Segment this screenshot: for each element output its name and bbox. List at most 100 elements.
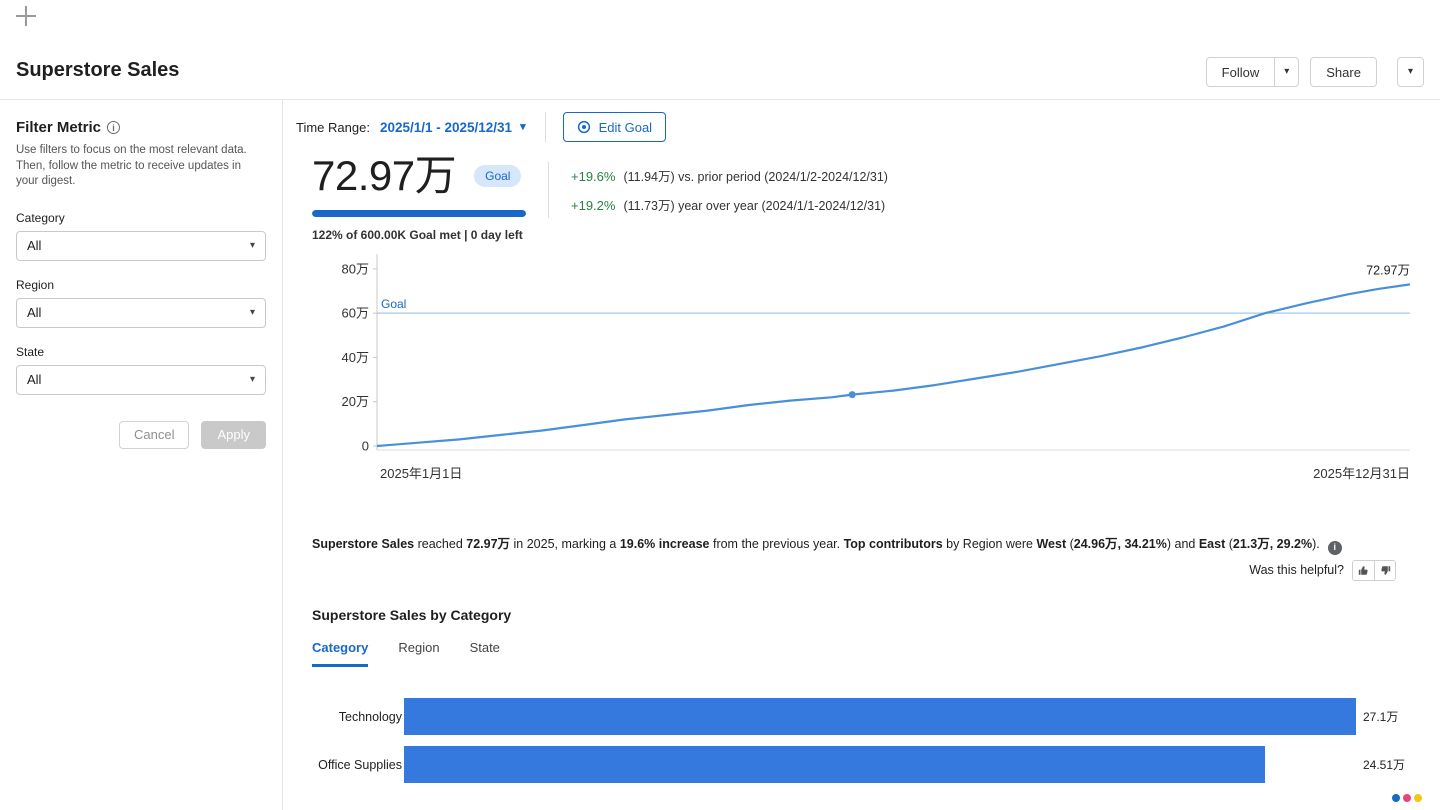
chevron-down-icon: ▾ — [1284, 66, 1290, 77]
cancel-button[interactable]: Cancel — [119, 420, 190, 449]
dot-blue — [1392, 794, 1400, 802]
chevron-down-icon: ▾ — [1407, 66, 1413, 77]
filter-metric-title: Filter Metric i — [16, 119, 266, 136]
insight-text: Superstore Sales reached 72.97万 in 2025,… — [312, 537, 1320, 551]
page-title: Superstore Sales — [16, 59, 180, 81]
filter-label-category: Category — [16, 210, 65, 225]
time-range-value: 2025/1/1 - 2025/12/31 — [379, 119, 513, 135]
delta-value: +19.6% — [571, 169, 616, 184]
breakdown-title: Superstore Sales by Category — [312, 606, 512, 623]
trend-chart-wrap: 80万 60万 40万 20万 0 Goal 72.97万 2025年1月1日 2025年12月… — [312, 248, 1426, 493]
chevron-down-icon: ▾ — [520, 120, 526, 133]
app-header: Superstore Sales Follow ▾ Share ▾ — [0, 0, 1440, 100]
region-select[interactable]: All ▾ — [16, 297, 266, 328]
svg-text:60万: 60万 — [342, 306, 369, 321]
time-range-label: Time Range: — [296, 119, 370, 135]
bar-value-label: 24.51万 — [1363, 758, 1406, 773]
metric-main: Time Range: 2025/1/1 - 2025/12/31 ▾ Edit… — [283, 100, 1440, 810]
info-icon[interactable]: i — [1327, 540, 1342, 555]
bar-track — [404, 698, 1356, 736]
filter-group-state: State All ▾ — [16, 345, 266, 395]
sidebar-actions: Cancel Apply — [16, 420, 266, 449]
filter-description: Use filters to focus on the most relevan… — [16, 144, 247, 188]
share-button[interactable]: Share — [1310, 57, 1377, 87]
info-icon[interactable]: i — [107, 121, 121, 134]
follow-button-group: Follow ▾ — [1205, 57, 1300, 87]
delta-detail: (11.73万) year over year (2024/1/1-2024/1… — [623, 199, 886, 213]
apply-button[interactable]: Apply — [201, 420, 266, 449]
thumbs-down-button[interactable] — [1374, 560, 1395, 580]
comparisons: +19.6% (11.94万) vs. prior period (2024/1… — [571, 154, 888, 242]
svg-text:2025年12月31日: 2025年12月31日 — [1313, 466, 1410, 481]
thumbs-up-icon — [1358, 566, 1368, 575]
metric-value: 72.97万 — [312, 152, 457, 199]
svg-text:Goal: Goal — [381, 297, 406, 311]
filter-metric-label: Filter Metric — [16, 119, 102, 136]
helpful-label: Was this helpful? — [1249, 563, 1344, 578]
kpi-section: 72.97万 Goal 122% of 600.00K Goal met | 0… — [312, 154, 1426, 242]
chevron-down-icon: ▾ — [249, 239, 255, 251]
insight-row: Superstore Sales reached 72.97万 in 2025,… — [312, 535, 1426, 555]
category-select[interactable]: All ▾ — [16, 230, 266, 261]
follow-options-button[interactable]: ▾ — [1275, 57, 1300, 87]
bar-category-label: Office Supplies — [318, 757, 402, 772]
region-select-value: All — [27, 305, 42, 321]
goal-badge: Goal — [474, 165, 522, 187]
goal-progress-track — [312, 210, 526, 217]
svg-text:0: 0 — [362, 439, 369, 454]
edit-goal-button[interactable]: Edit Goal — [562, 112, 667, 142]
goal-target-icon — [577, 120, 590, 134]
goal-progress-text: 122% of 600.00K Goal met | 0 day left — [312, 228, 523, 242]
delta-value: +19.2% — [571, 198, 616, 213]
dot-yellow — [1414, 794, 1422, 802]
bar-row: Office Supplies 24.51万 — [312, 741, 1426, 789]
thumbs-up-button[interactable] — [1353, 560, 1374, 580]
filter-group-category: Category All ▾ — [16, 211, 266, 261]
bar[interactable] — [404, 698, 1356, 736]
comparison-year-over-year: +19.2% (11.73万) year over year (2024/1/1… — [571, 195, 888, 214]
more-options-button[interactable]: ▾ — [1396, 57, 1424, 87]
svg-text:72.97万: 72.97万 — [1366, 263, 1410, 277]
edit-goal-label: Edit Goal — [598, 119, 653, 135]
filter-label-region: Region — [16, 277, 55, 292]
header-actions: Follow ▾ Share ▾ — [1205, 57, 1424, 87]
svg-text:40万: 40万 — [342, 350, 369, 365]
tab-category[interactable]: Category — [312, 640, 369, 667]
chevron-down-icon: ▾ — [249, 306, 255, 318]
state-select-value: All — [27, 372, 42, 388]
thumbs-down-icon — [1380, 565, 1390, 575]
comparison-prior-period: +19.6% (11.94万) vs. prior period (2024/1… — [571, 166, 888, 185]
goal-progress-fill — [312, 210, 526, 217]
svg-text:20万: 20万 — [342, 394, 369, 409]
filter-label-state: State — [16, 344, 45, 359]
trend-chart: 80万 60万 40万 20万 0 Goal 72.97万 2025年1月1日 2025年12月… — [342, 254, 1411, 481]
tab-region[interactable]: Region — [398, 639, 440, 655]
time-range-dropdown[interactable]: 2025/1/1 - 2025/12/31 ▾ — [380, 120, 526, 135]
bar-track — [404, 746, 1356, 784]
filter-sidebar: Filter Metric i Use filters to focus on … — [0, 100, 283, 810]
plus-icon[interactable] — [16, 6, 36, 26]
svg-text:2025年1月1日: 2025年1月1日 — [380, 466, 462, 481]
pulse-dots — [1392, 794, 1422, 802]
toolbar: Time Range: 2025/1/1 - 2025/12/31 ▾ Edit… — [296, 100, 1426, 152]
kpi-divider — [548, 162, 549, 218]
category-select-value: All — [27, 238, 42, 254]
follow-button[interactable]: Follow — [1205, 57, 1276, 87]
helpful-row: Was this helpful? — [312, 559, 1426, 581]
feedback-buttons — [1352, 559, 1396, 581]
bar[interactable] — [404, 746, 1265, 784]
category-bar-chart: Technology 27.1万 Office Supplies 24.51万 — [312, 693, 1426, 789]
bar-value-label: 27.1万 — [1363, 710, 1399, 725]
filter-group-region: Region All ▾ — [16, 278, 266, 328]
kpi-left: 72.97万 Goal 122% of 600.00K Goal met | 0… — [312, 154, 526, 242]
state-select[interactable]: All ▾ — [16, 364, 266, 395]
svg-text:80万: 80万 — [342, 261, 369, 276]
toolbar-divider — [544, 112, 546, 142]
delta-detail: (11.94万) vs. prior period (2024/1/2-2024… — [623, 170, 888, 184]
chevron-down-icon: ▾ — [249, 373, 255, 385]
breakdown-tabs: Category Region State — [312, 640, 1426, 667]
dot-pink — [1403, 794, 1411, 802]
bar-category-label: Technology — [338, 709, 402, 724]
bar-row: Technology 27.1万 — [312, 693, 1426, 741]
tab-state[interactable]: State — [469, 639, 500, 655]
